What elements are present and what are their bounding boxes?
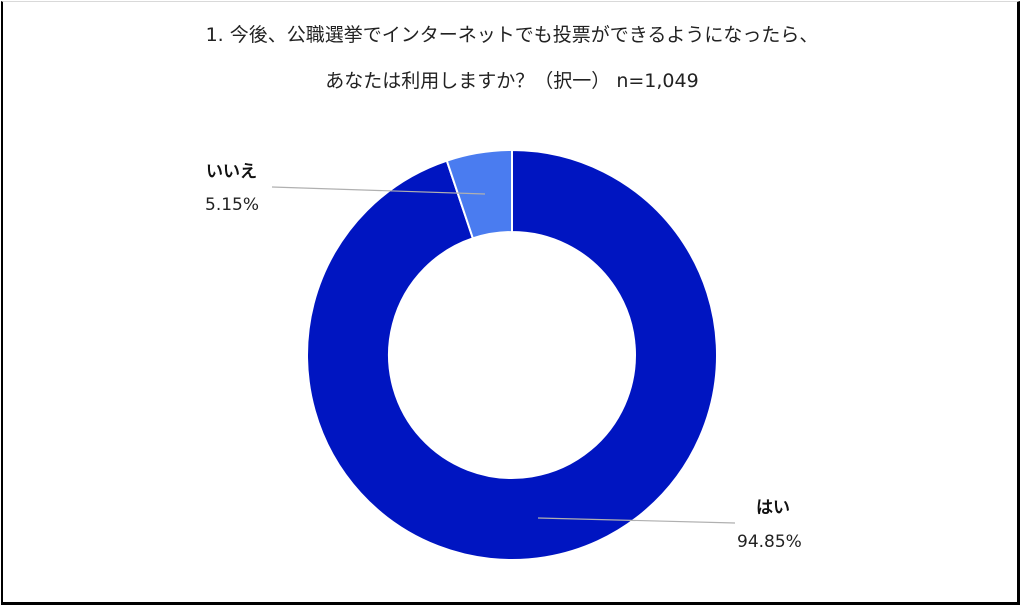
leader-line-no [271,186,486,195]
label-no-value: 5.15% [205,195,260,215]
label-no-name: いいえ [206,162,257,182]
label-yes-name: はい [756,498,790,518]
leader-line-yes [537,517,736,524]
donut-slices [306,148,718,561]
label-yes-value: 94.85% [737,532,802,552]
donut-slice-yes [306,148,718,561]
chart-title-line-1: 1. 今後、公職選挙でインターネットでも投票ができるようになったら、 [205,24,819,46]
chart-title-line-2: あなたは利用しますか？（択一） n=1,049 [325,70,699,92]
